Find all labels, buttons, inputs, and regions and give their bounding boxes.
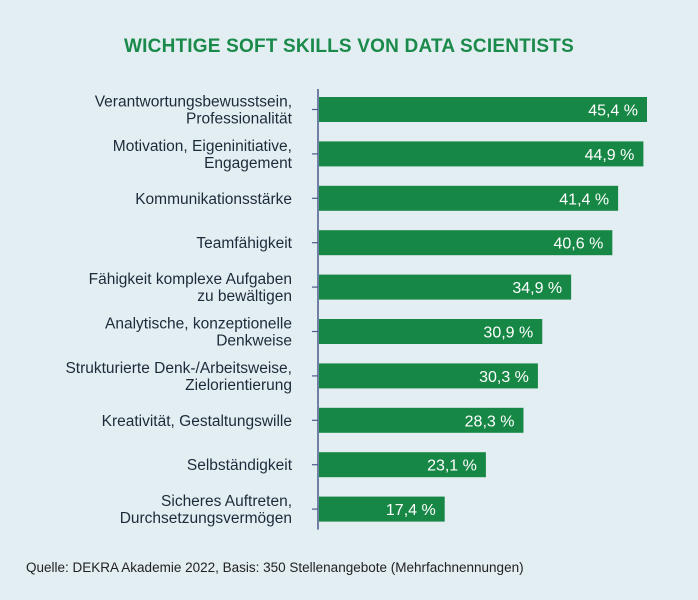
data-label: 28,3 % [465, 413, 515, 430]
category-label: Sicheres Auftreten, [161, 493, 292, 510]
category-label: Strukturierte Denk-/Arbeitsweise, [65, 360, 292, 377]
bar [319, 230, 613, 256]
bar [319, 141, 644, 167]
bar [319, 363, 538, 389]
category-label: Analytische, konzeptionelle [105, 316, 292, 333]
data-label: 41,4 % [559, 191, 609, 208]
category-label: Kreativität, Gestaltungswille [102, 413, 292, 430]
category-label: Motivation, Eigeninitiative, [113, 138, 292, 155]
chart-title: WICHTIGE SOFT SKILLS VON DATA SCIENTISTS [124, 36, 574, 57]
category-label: Teamfähigkeit [196, 235, 292, 252]
category-label: Engagement [204, 155, 293, 172]
data-label: 30,3 % [479, 369, 529, 386]
category-label: Selbständigkeit [187, 457, 293, 474]
bar [319, 496, 445, 522]
category-label: Professionalität [186, 111, 293, 128]
bar [319, 274, 572, 300]
data-label: 40,6 % [554, 236, 604, 253]
category-label: Fähigkeit komplexe Aufgaben [89, 271, 292, 288]
data-label: 45,4 % [588, 103, 638, 120]
category-label: zu bewältigen [197, 288, 292, 305]
bar [319, 185, 619, 211]
bar [319, 407, 524, 433]
category-label: Zielorientierung [185, 377, 292, 394]
category-label: Verantwortungsbewusstsein, [95, 94, 292, 111]
source-note: Quelle: DEKRA Akademie 2022, Basis: 350 … [26, 560, 524, 575]
bar [319, 452, 486, 478]
data-label: 17,4 % [386, 502, 436, 519]
data-label: 30,9 % [483, 325, 533, 342]
category-label: Durchsetzungsvermögen [120, 510, 292, 527]
category-label: Denkweise [216, 333, 292, 350]
data-label: 44,9 % [585, 147, 635, 164]
bar [319, 97, 647, 122]
data-label: 23,1 % [427, 458, 477, 475]
data-label: 34,9 % [512, 280, 562, 297]
bar [319, 319, 543, 344]
category-label: Kommunikationsstärke [135, 191, 292, 208]
